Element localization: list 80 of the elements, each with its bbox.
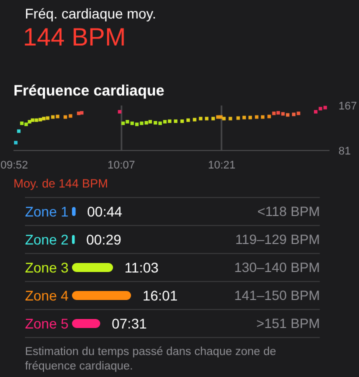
point (272, 112, 276, 116)
point (17, 129, 21, 133)
point (51, 115, 55, 119)
point (28, 120, 32, 124)
point (296, 112, 300, 116)
point (118, 110, 122, 114)
point (248, 116, 252, 120)
x-tick-label: 10:21 (208, 160, 236, 172)
point (68, 114, 72, 118)
y-tick-label: Zone 2 (24, 232, 69, 248)
point (64, 115, 68, 119)
text: 141–150 BPM (234, 288, 320, 303)
x-tick-label: 09:52 (0, 160, 28, 172)
y-tick-label: Zone 3 (24, 260, 69, 276)
point (38, 118, 42, 122)
point (211, 116, 215, 120)
point (80, 111, 84, 115)
text: Estimation du temps passé dans chaque zone de fréquence cardiaque. (24, 346, 276, 372)
data-label: 11:03 (124, 260, 159, 276)
text: 130–140 BPM (234, 260, 320, 275)
point (158, 122, 162, 126)
x-tick-label: 10:07 (107, 160, 135, 172)
point (228, 116, 232, 120)
text: 119–129 BPM (235, 232, 320, 247)
y-tick-label: 167 (338, 100, 357, 112)
point (186, 118, 190, 122)
bar (72, 319, 100, 328)
point (130, 122, 134, 126)
text: Moy. de 144 BPM (14, 176, 108, 190)
point (292, 112, 296, 116)
point (46, 116, 50, 120)
point (198, 116, 202, 120)
y-tick-label: Zone 4 (24, 288, 69, 304)
data-label: 00:44 (87, 204, 122, 220)
point (163, 120, 167, 124)
point (286, 113, 290, 117)
point (144, 121, 148, 125)
y-tick-label: Zone 1 (24, 204, 69, 220)
bar (72, 291, 132, 300)
y-tick-label: Zone 5 (24, 316, 69, 332)
text: <118 BPM (257, 204, 320, 219)
point (242, 116, 246, 120)
point (154, 121, 158, 125)
point (20, 122, 24, 126)
data-label: 07:31 (112, 316, 147, 332)
point (318, 106, 322, 110)
bar (72, 263, 114, 272)
data-label: 16:01 (142, 288, 178, 304)
point (267, 114, 271, 118)
point (254, 115, 258, 119)
text: >151 BPM (256, 316, 320, 331)
point (276, 111, 280, 115)
point (14, 140, 18, 144)
point (24, 122, 28, 126)
point (148, 120, 152, 124)
point (281, 112, 285, 116)
point (135, 122, 139, 126)
point (56, 114, 60, 118)
point (174, 119, 178, 123)
point (204, 116, 208, 120)
chart-title: Fréquence cardiaque (14, 82, 164, 100)
point (219, 115, 223, 119)
point (30, 118, 34, 122)
point (260, 115, 264, 119)
point (192, 118, 196, 122)
point (168, 119, 172, 123)
point (140, 122, 144, 126)
point (34, 118, 38, 122)
text: Fréq. cardiaque moy. (24, 6, 156, 22)
point (314, 110, 318, 114)
point (236, 116, 240, 120)
point (121, 122, 125, 126)
data-label: 00:29 (86, 232, 122, 248)
point (126, 120, 130, 124)
y-tick-label: 81 (338, 146, 351, 158)
point (180, 119, 184, 123)
text: 144 BPM (22, 24, 126, 52)
point (42, 116, 46, 120)
point (323, 106, 327, 110)
point (222, 116, 226, 120)
